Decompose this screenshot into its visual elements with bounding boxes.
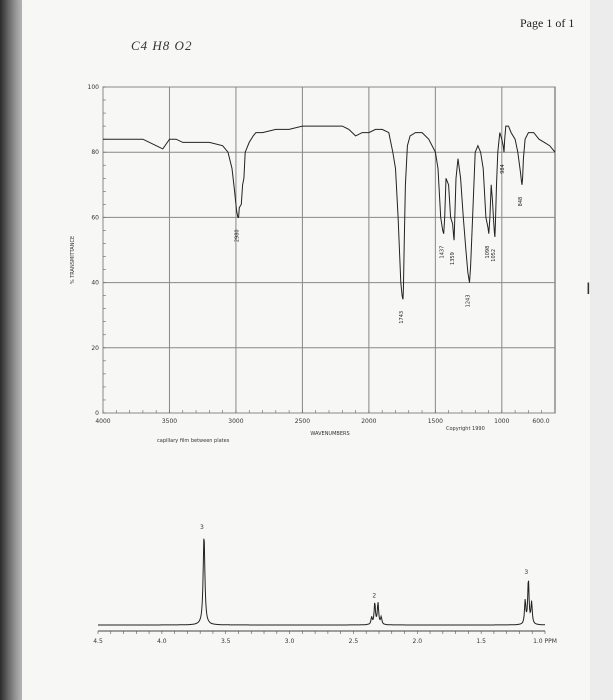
- ir-ylabel: % TRANSMITTANCE: [70, 236, 76, 284]
- nmr-x-tick-0: 4.5: [93, 638, 103, 645]
- ir-sample-note: capillary film between plates: [157, 438, 230, 444]
- nmr-integration-label-2: 3: [524, 569, 528, 576]
- ir-peak-labels: 2980 1743 1437 1359 1243 1098 1052 984 848: [235, 164, 524, 323]
- ir-y-tick-4: 20: [91, 345, 99, 352]
- nmr-x-tick-7: 1.0 PPM: [533, 638, 557, 645]
- molecular-formula: C4 H8 O2: [131, 38, 193, 53]
- paper-sheet: [22, 0, 590, 700]
- nmr-spectrum-line: [98, 538, 545, 626]
- ir-peak-label-5: 1098: [485, 246, 491, 259]
- nmr-integration-label-0: 3: [200, 524, 204, 531]
- nmr-integration-label-1: 2: [372, 592, 376, 599]
- ir-peak-label-7: 984: [500, 164, 506, 174]
- photo-left-edge: [0, 0, 22, 700]
- nmr-x-tick-5: 2.0: [413, 638, 423, 645]
- ir-x-tick-6: 1000: [494, 418, 509, 425]
- ir-y-tick-3: 40: [91, 280, 99, 287]
- text-cursor-icon: I: [586, 279, 591, 298]
- ir-transmittance-line: [103, 125, 556, 300]
- ir-peak-label-2: 1437: [440, 246, 446, 259]
- ir-x-tick-4: 2000: [361, 418, 376, 425]
- ir-peak-label-4: 1243: [466, 295, 472, 308]
- ir-peak-label-3: 1359: [450, 252, 456, 265]
- ir-x-tick-7: 600.0: [532, 418, 549, 425]
- nmr-x-tick-6: 1.5: [476, 638, 486, 645]
- ir-peak-label-6: 1052: [491, 249, 497, 262]
- ir-x-tick-1: 3500: [162, 418, 177, 425]
- screen-right-strip: [590, 0, 613, 700]
- nmr-x-tick-3: 3.0: [285, 638, 295, 645]
- ir-x-tick-2: 3000: [228, 418, 243, 425]
- nmr-peak-labels: 3 2 3: [200, 524, 528, 599]
- ir-xlabel: WAVENUMBERS: [310, 431, 349, 437]
- page-label: Page 1 of 1: [520, 16, 575, 30]
- ir-peak-label-0: 2980: [235, 229, 241, 242]
- ir-peak-label-1: 1743: [399, 311, 405, 324]
- ir-y-tick-1: 80: [91, 149, 99, 156]
- nmr-x-tick-1: 4.0: [157, 638, 167, 645]
- ir-copyright: Copyright 1990: [446, 426, 485, 432]
- ir-ticks: 4000 3500 3000 2500 2000 1500 1000 600.0 100 80 60…: [88, 84, 556, 425]
- ir-x-tick-3: 2500: [295, 418, 310, 425]
- nmr-axis: 4.5 4.0 3.5 3.0 2.5 2.0 1.5 1.0 PPM: [93, 630, 557, 645]
- ir-peak-label-8: 848: [518, 197, 524, 207]
- ir-x-tick-5: 1500: [428, 418, 443, 425]
- ir-y-tick-0: 100: [88, 84, 100, 91]
- ir-y-tick-2: 60: [91, 214, 99, 221]
- ir-x-tick-0: 4000: [95, 418, 110, 425]
- ir-y-tick-5: 0: [95, 410, 99, 417]
- nmr-x-tick-4: 2.5: [349, 638, 359, 645]
- nmr-x-tick-2: 3.5: [221, 638, 231, 645]
